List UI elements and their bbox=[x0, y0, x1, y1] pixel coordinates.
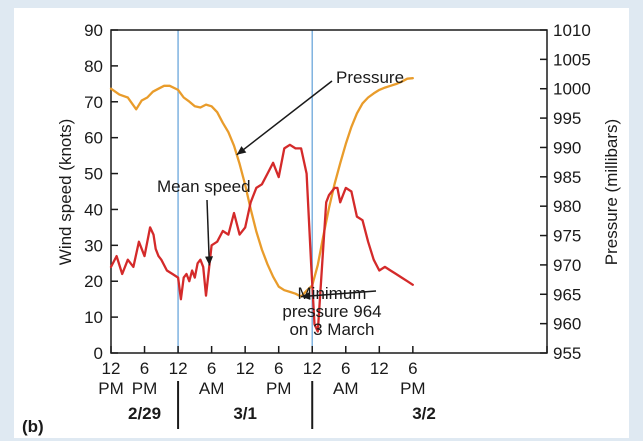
x-tick-sublabel: PM bbox=[266, 379, 292, 398]
panel-label: (b) bbox=[22, 417, 44, 436]
x-tick-label: 12 bbox=[169, 359, 188, 378]
date-label: 3/2 bbox=[412, 404, 436, 423]
right-axis-title: Pressure (millibars) bbox=[602, 119, 621, 265]
right-tick-label: 1010 bbox=[553, 21, 591, 40]
x-tick-label: 12 bbox=[303, 359, 322, 378]
x-tick-sublabel: PM bbox=[98, 379, 124, 398]
right-tick-label: 965 bbox=[553, 285, 581, 304]
minimum-label-line: pressure 964 bbox=[282, 302, 381, 321]
right-tick-label: 975 bbox=[553, 227, 581, 246]
weather-chart: 0 10 20 30 40 50 60 70 80 90 955 960 965 970 975 980 98… bbox=[22, 21, 621, 436]
pressure-arrow-line bbox=[236, 80, 333, 156]
figure-frame: 0 10 20 30 40 50 60 70 80 90 955 960 965 970 975 980 98… bbox=[14, 8, 629, 438]
series-layer bbox=[109, 77, 414, 333]
pressure-curve bbox=[109, 77, 414, 298]
left-tick-label: 20 bbox=[84, 272, 103, 291]
x-tick-sublabel: PM bbox=[400, 379, 426, 398]
right-tick-label: 1000 bbox=[553, 80, 591, 99]
x-tick-label: 6 bbox=[274, 359, 283, 378]
mean-speed-arrow-line bbox=[206, 199, 211, 266]
date-label: 3/1 bbox=[233, 404, 257, 423]
minimum-label-line: on 3 March bbox=[289, 320, 374, 339]
mean-speed-arrow-arrowhead bbox=[205, 256, 214, 266]
left-tick-label: 80 bbox=[84, 57, 103, 76]
x-tick-label: 12 bbox=[102, 359, 121, 378]
minimum-arrow-line bbox=[300, 290, 377, 298]
x-tick-label: 6 bbox=[207, 359, 216, 378]
date-label: 2/29 bbox=[128, 404, 161, 423]
left-tick-label: 30 bbox=[84, 236, 103, 255]
right-tick-label: 995 bbox=[553, 109, 581, 128]
x-tick-label: 6 bbox=[408, 359, 417, 378]
pressure-label: Pressure bbox=[336, 68, 404, 87]
minimum-arrow-arrowhead bbox=[301, 291, 311, 300]
x-tick-label: 12 bbox=[370, 359, 389, 378]
left-tick-label: 60 bbox=[84, 129, 103, 148]
right-tick-label: 960 bbox=[553, 315, 581, 334]
right-tick-label: 955 bbox=[553, 344, 581, 363]
x-tick-sublabel: PM bbox=[132, 379, 158, 398]
left-tick-label: 50 bbox=[84, 165, 103, 184]
x-tick-sublabel: AM bbox=[333, 379, 359, 398]
right-tick-label: 1005 bbox=[553, 50, 591, 69]
x-tick-label: 6 bbox=[341, 359, 350, 378]
left-tick-label: 0 bbox=[94, 344, 103, 363]
left-axis-title: Wind speed (knots) bbox=[56, 119, 75, 265]
minimum-label-line: Minimum bbox=[298, 284, 367, 303]
left-tick-label: 40 bbox=[84, 200, 103, 219]
right-tick-label: 970 bbox=[553, 256, 581, 275]
x-tick-sublabel: AM bbox=[199, 379, 225, 398]
right-tick-label: 990 bbox=[553, 138, 581, 157]
left-axis: 0 10 20 30 40 50 60 70 80 90 bbox=[84, 21, 118, 363]
right-tick-label: 985 bbox=[553, 168, 581, 187]
right-axis: 955 960 965 970 975 980 985 990 995 1000 1005 1010 bbox=[540, 21, 591, 363]
mean-speed-label: Mean speed bbox=[157, 177, 251, 196]
pressure-arrow-arrowhead bbox=[236, 146, 247, 155]
left-tick-label: 10 bbox=[84, 308, 103, 327]
left-tick-label: 70 bbox=[84, 93, 103, 112]
left-tick-label: 90 bbox=[84, 21, 103, 40]
mean-speed-curve bbox=[109, 143, 414, 333]
x-tick-label: 12 bbox=[236, 359, 255, 378]
right-tick-label: 980 bbox=[553, 197, 581, 216]
plot-area bbox=[110, 29, 548, 354]
x-tick-label: 6 bbox=[140, 359, 149, 378]
